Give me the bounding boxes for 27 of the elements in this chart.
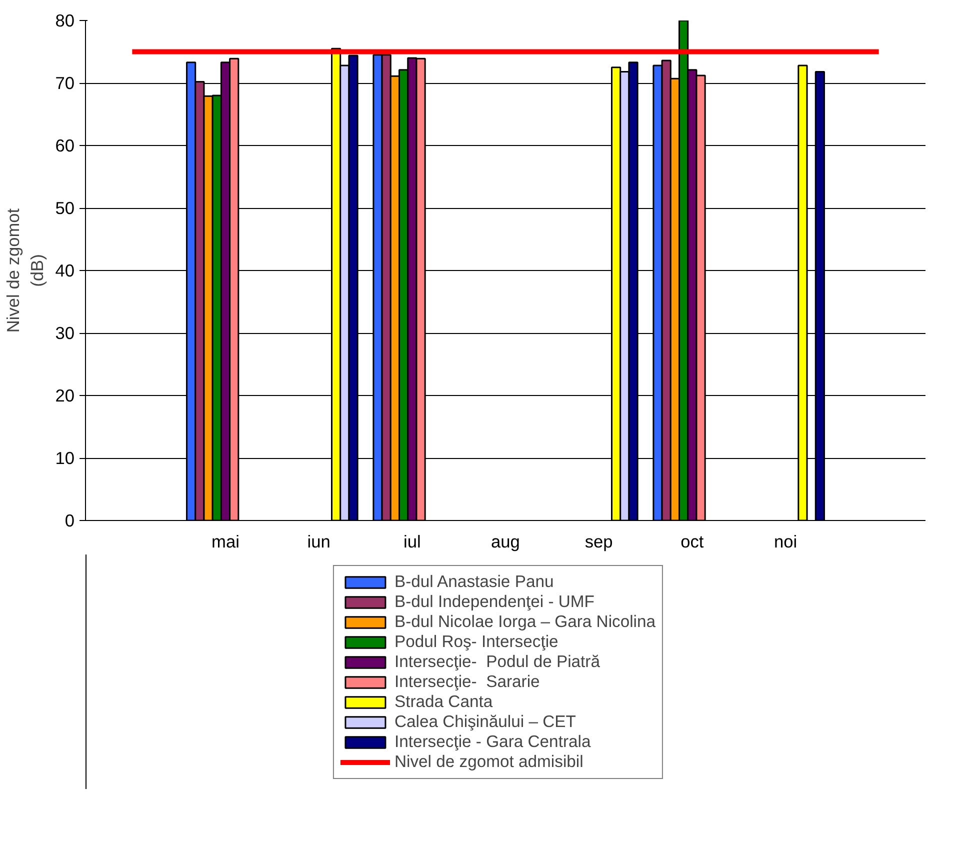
legend-label: Intersecţie- Podul de Piatră	[394, 652, 600, 672]
y-tick-label: 30	[55, 323, 75, 343]
y-tick-label: 70	[55, 73, 75, 93]
y-tick-label: 0	[64, 510, 75, 530]
legend-label: Intersecţie - Gara Centrala	[394, 732, 591, 752]
y-tick-label: 40	[55, 260, 75, 280]
x-tick-label: iul	[404, 532, 421, 552]
y-tick-label: 60	[55, 136, 75, 156]
legend-label: B-dul Anastasie Panu	[394, 572, 554, 592]
legend-label: Calea Chişinăului – CET	[394, 712, 576, 732]
x-tick-label: aug	[491, 532, 520, 552]
x-tick-label: oct	[680, 532, 704, 552]
legend-label: Strada Canta	[394, 692, 493, 712]
y-tick-label: 20	[55, 386, 75, 406]
legend-label: B-dul Nicolae Iorga – Gara Nicolina	[394, 612, 656, 632]
y-tick-label: 80	[55, 10, 75, 30]
legend-label: Nivel de zgomot admisibil	[394, 752, 584, 772]
y-tick-label: 50	[55, 198, 75, 218]
y-axis-title: Nivel de zgomot (dB)	[3, 208, 48, 333]
x-tick-label: mai	[212, 532, 240, 552]
x-tick-label: sep	[584, 532, 613, 552]
x-tick-label: iun	[307, 532, 330, 552]
legend-label: B-dul Independenţei - UMF	[394, 592, 594, 612]
legend-label: Intersecţie- Sararie	[394, 672, 540, 692]
y-tick-label: 10	[55, 448, 75, 468]
x-tick-label: noi	[774, 532, 798, 552]
legend-label: Podul Roş- Intersecţie	[394, 632, 558, 652]
